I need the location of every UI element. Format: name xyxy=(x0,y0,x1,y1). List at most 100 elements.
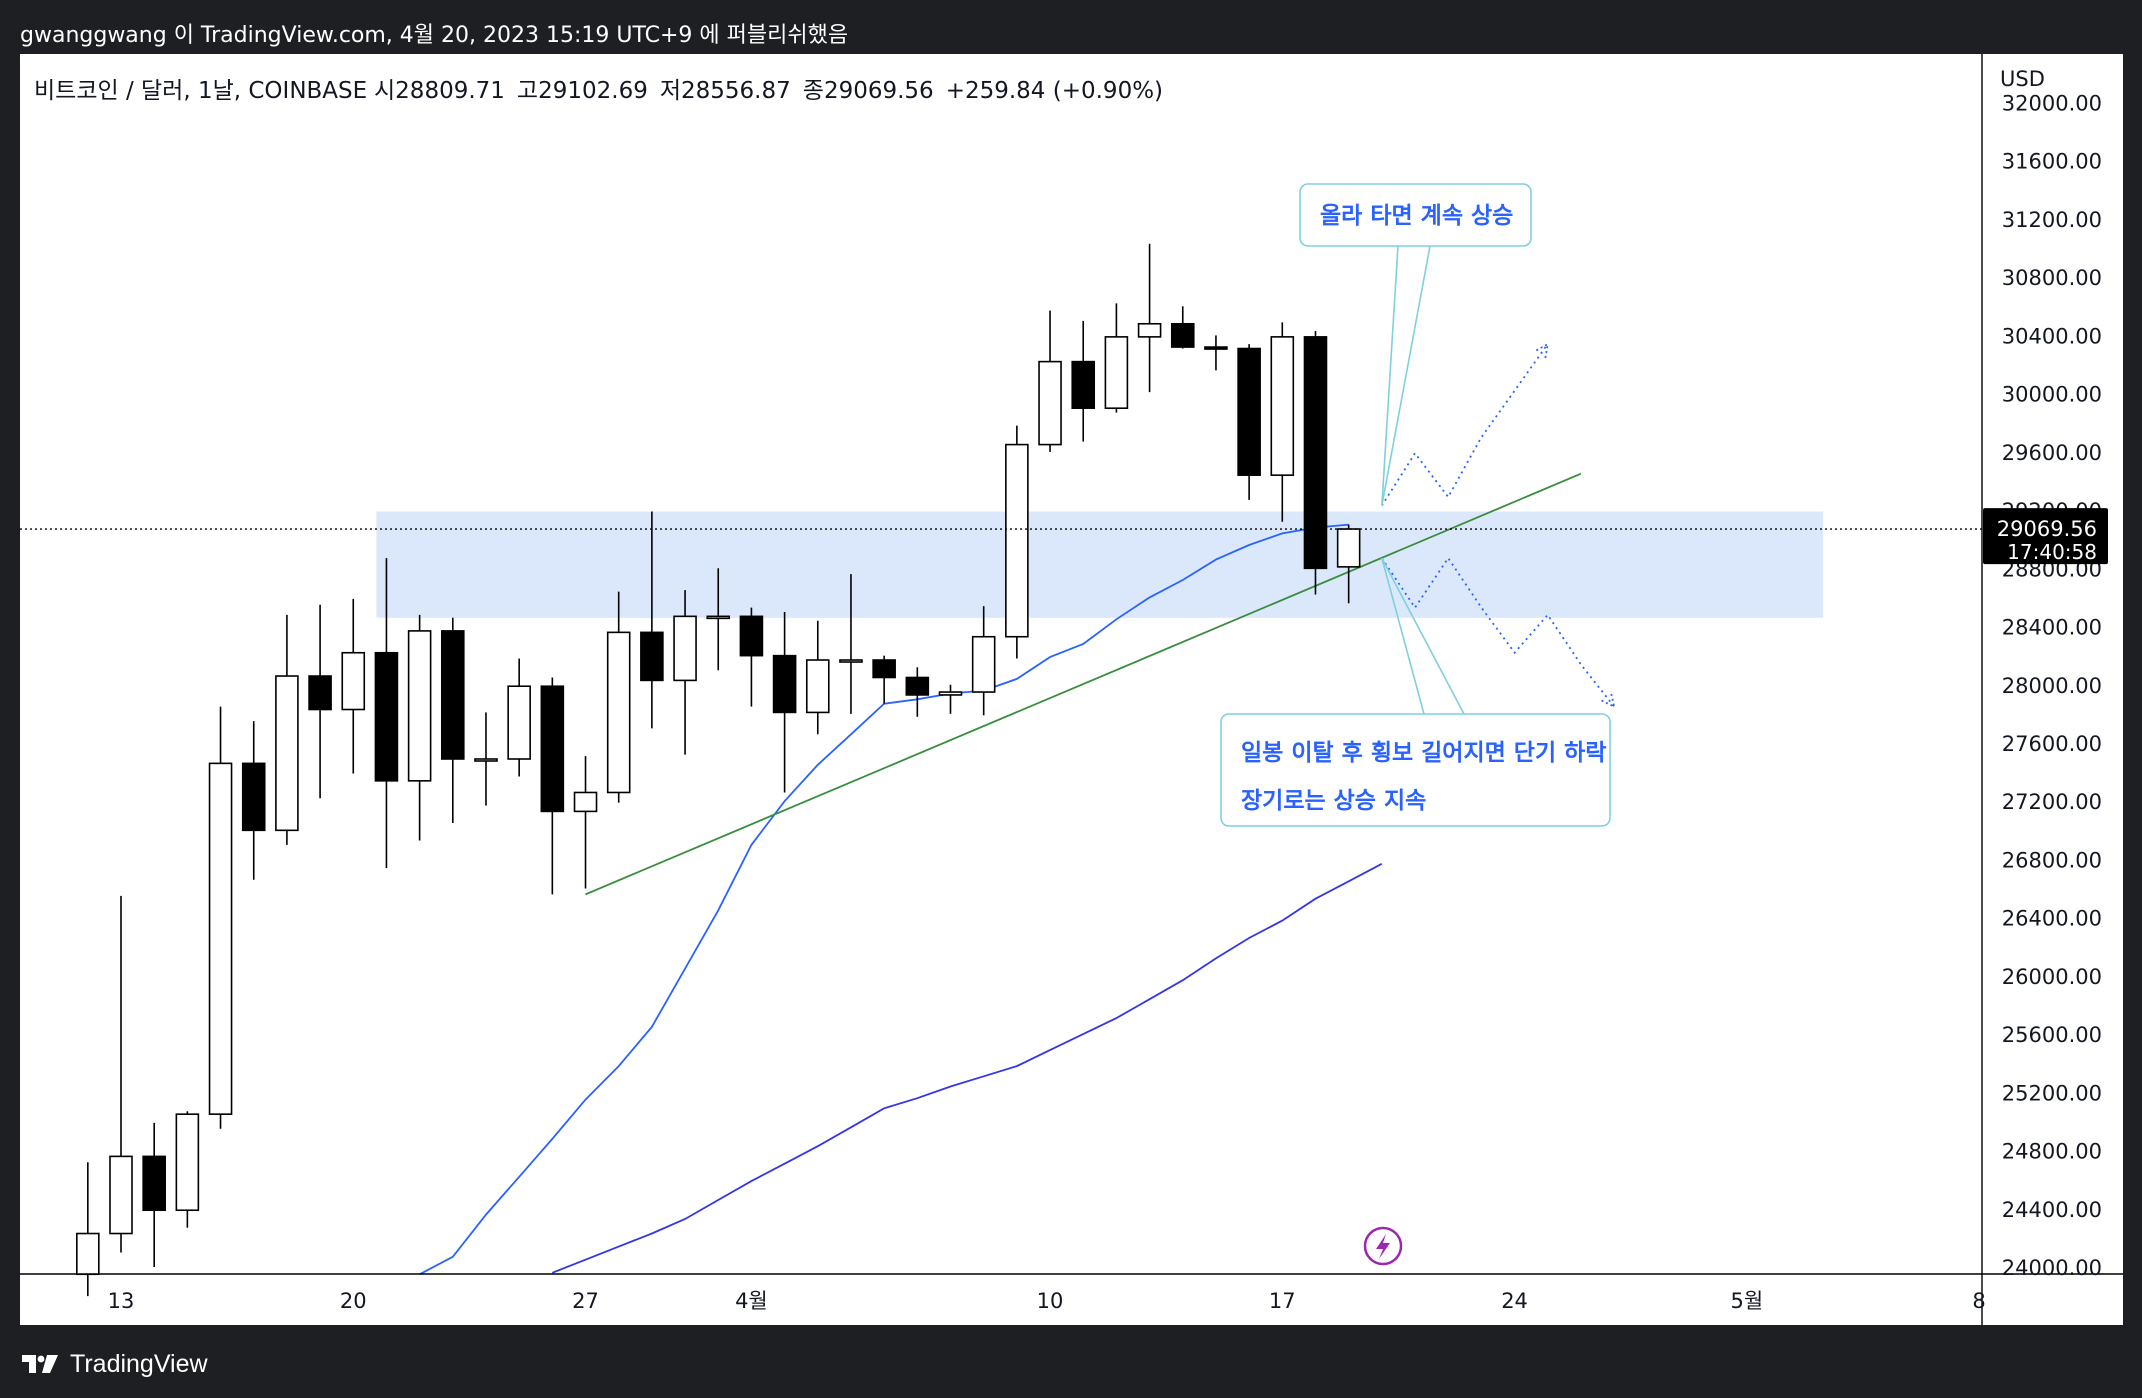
lightning-icon-bolt xyxy=(1376,1234,1390,1259)
callout-bottom-text: 일봉 이탈 후 횡보 길어지면 단기 하락 xyxy=(1241,740,1606,766)
candle xyxy=(1270,322,1295,522)
candle xyxy=(507,658,531,777)
x-tick-label: 4월 xyxy=(735,1289,768,1313)
candle xyxy=(109,895,133,1253)
ohlc-label: 종 xyxy=(803,78,824,104)
candle-body xyxy=(938,691,963,696)
x-tick-label: 24 xyxy=(1501,1289,1528,1313)
candle xyxy=(1104,303,1129,413)
candle xyxy=(208,706,233,1129)
y-tick-label: 24000.00 xyxy=(2002,1256,2102,1280)
candle-body xyxy=(407,630,432,782)
x-tick-label: 10 xyxy=(1037,1289,1064,1313)
candle xyxy=(1170,306,1195,349)
candle-body xyxy=(175,1113,200,1212)
candle xyxy=(1005,425,1029,659)
x-tick-label: 13 xyxy=(108,1289,135,1313)
y-tick-label: 27200.00 xyxy=(2002,790,2102,814)
candle-body xyxy=(1237,347,1261,476)
x-tick-label: 27 xyxy=(572,1289,599,1313)
y-tick-label: 28000.00 xyxy=(2002,674,2102,698)
chart-title: 비트코인 / 달러, 1날, COINBASE xyxy=(34,78,367,104)
candle-body xyxy=(839,659,863,663)
candle-body xyxy=(640,631,664,682)
candle xyxy=(640,511,664,729)
candle-body xyxy=(76,1232,100,1276)
y-tick-label: 27600.00 xyxy=(2002,732,2102,756)
y-tick-label: 30000.00 xyxy=(2002,383,2102,407)
candle xyxy=(1038,310,1062,452)
ohlc-label: 저 xyxy=(660,78,681,104)
tradingview-logo-icon xyxy=(22,1355,58,1373)
y-tick-label: 25200.00 xyxy=(2002,1081,2102,1105)
candle-body xyxy=(1038,360,1062,446)
callout-bottom-box xyxy=(1220,713,1611,827)
plot-background xyxy=(20,54,1982,1274)
candle-body xyxy=(1104,336,1129,409)
candle-body xyxy=(474,758,498,762)
candle xyxy=(142,1122,166,1267)
ma-short-line xyxy=(419,523,1349,1276)
ohlc-label: 고 xyxy=(517,78,538,104)
lightning-icon[interactable] xyxy=(1363,1226,1403,1266)
candle xyxy=(540,677,565,895)
candle xyxy=(673,590,697,755)
candle-body xyxy=(341,651,366,711)
y-tick-label: 24400.00 xyxy=(2002,1198,2102,1222)
ohlc-change: +259.84 (+0.90%) xyxy=(946,78,1163,104)
y-tick-label: 26400.00 xyxy=(2002,907,2102,931)
callout-top-pointer xyxy=(1381,245,1399,506)
candle-body xyxy=(507,685,531,760)
candle-body xyxy=(1071,360,1096,409)
candle xyxy=(474,712,498,806)
candle xyxy=(374,558,399,869)
candle-body xyxy=(540,685,565,813)
y-tick-label: 25600.00 xyxy=(2002,1023,2102,1047)
callout-bottom-pointer xyxy=(1381,557,1465,715)
candle xyxy=(706,568,731,671)
candle-body xyxy=(109,1155,133,1235)
ohlc-label: 시 xyxy=(374,78,395,104)
y-tick-label: 28400.00 xyxy=(2002,616,2102,640)
trendline xyxy=(585,472,1582,896)
candle xyxy=(573,756,598,889)
y-tick-label: 32000.00 xyxy=(2002,92,2102,116)
candle-body xyxy=(440,630,465,760)
candle xyxy=(275,614,299,845)
candle xyxy=(938,684,963,714)
publish-header: gwanggwang 이 TradingView.com, 4월 20, 202… xyxy=(20,23,849,48)
candle-body xyxy=(1270,336,1295,476)
y-tick-label: 26000.00 xyxy=(2002,965,2102,989)
callout-bottom-text: 장기로는 상승 지속 xyxy=(1241,788,1426,814)
footer-brand: TradingView xyxy=(70,1349,208,1378)
candle-body xyxy=(275,675,299,832)
y-tick-label: 30800.00 xyxy=(2002,266,2102,290)
callout-top-box xyxy=(1299,183,1532,247)
last-price-label: 29069.56 xyxy=(1997,517,2097,541)
forecast-up-path xyxy=(1381,343,1549,507)
candle-body xyxy=(1204,346,1228,350)
candle xyxy=(407,614,432,841)
candle xyxy=(805,620,830,735)
y-tick-label: 31600.00 xyxy=(2002,150,2102,174)
candle xyxy=(739,607,764,707)
y-tick-label: 31200.00 xyxy=(2002,208,2102,232)
candle xyxy=(606,591,631,803)
candle xyxy=(308,604,332,799)
candle xyxy=(341,598,366,774)
candle-body xyxy=(805,659,830,714)
callout-top: 올라 타면 계속 상승 xyxy=(1299,183,1532,506)
y-tick-label: 26800.00 xyxy=(2002,848,2102,872)
candle xyxy=(1137,243,1162,393)
candle xyxy=(175,1111,200,1228)
ma-long-line xyxy=(551,863,1383,1274)
y-tick-label: 30400.00 xyxy=(2002,324,2102,348)
candle xyxy=(1237,344,1261,500)
candle xyxy=(971,606,996,716)
callout-bottom-pointer xyxy=(1381,557,1425,715)
ohlc-value: 29102.69 xyxy=(538,78,648,104)
x-tick-label: 8 xyxy=(1972,1289,1985,1313)
candle-body xyxy=(1005,443,1029,638)
